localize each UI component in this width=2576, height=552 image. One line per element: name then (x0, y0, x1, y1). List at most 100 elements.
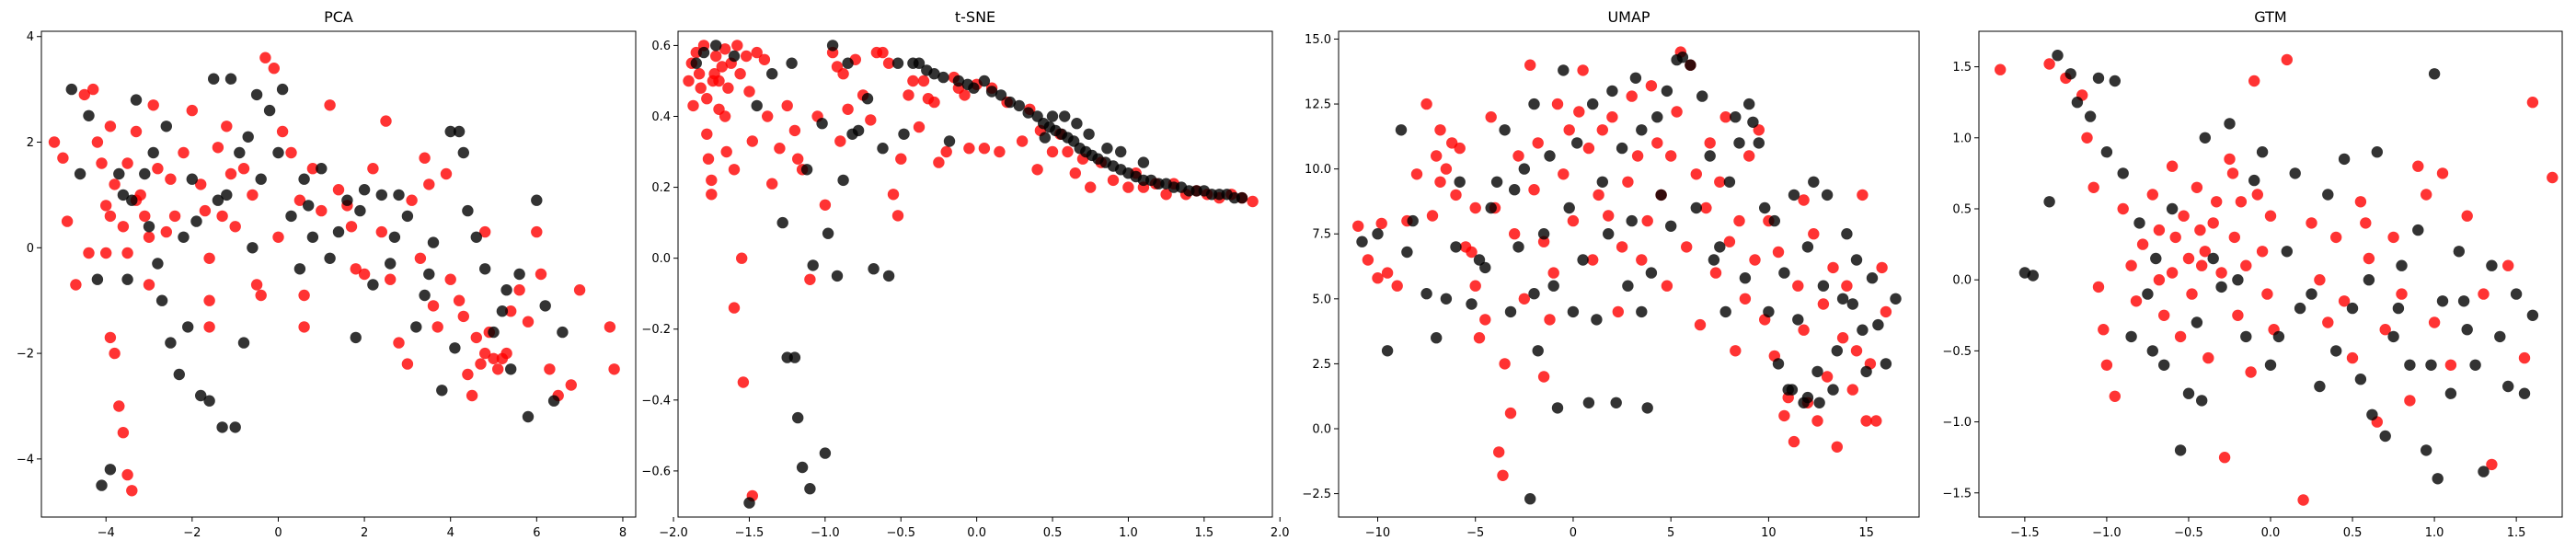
data-point (250, 88, 263, 101)
data-point (891, 57, 904, 69)
data-point (1690, 201, 1703, 214)
y-tick-label: 0.0 (1312, 423, 1331, 437)
data-point (2109, 75, 2121, 87)
data-point (804, 483, 816, 495)
data-point (710, 40, 722, 52)
data-point (2087, 181, 2099, 193)
data-point (1582, 397, 1595, 408)
data-point (882, 270, 895, 282)
data-point (1544, 150, 1556, 162)
data-point (2547, 171, 2559, 184)
data-point (1749, 254, 1761, 266)
data-point (306, 163, 319, 175)
data-point (2436, 167, 2449, 179)
data-point (345, 221, 358, 233)
data-point (1431, 332, 1443, 344)
data-point (1866, 272, 1879, 284)
data-point (2158, 309, 2170, 321)
data-point (479, 225, 491, 238)
data-point (1995, 63, 2007, 75)
data-point (449, 342, 461, 354)
data-point (165, 173, 177, 185)
data-point (2366, 408, 2378, 420)
data-point (1827, 384, 1839, 396)
data-point (186, 104, 198, 117)
data-point (2412, 224, 2424, 236)
data-point (1528, 98, 1540, 110)
data-point (1485, 201, 1497, 214)
data-point (332, 184, 345, 196)
data-point (1440, 163, 1453, 175)
data-point (2166, 202, 2179, 215)
data-point (298, 321, 310, 333)
data-point (573, 284, 586, 296)
data-point (1739, 293, 1752, 305)
data-point (1603, 210, 1615, 222)
scatter-series-0 (1352, 46, 1892, 481)
data-point (74, 167, 86, 180)
data-point (513, 268, 525, 281)
data-point (2153, 224, 2166, 236)
data-point (100, 200, 112, 212)
data-point (2136, 238, 2149, 250)
data-point (173, 368, 185, 381)
data-point (1434, 176, 1446, 188)
data-point (1509, 228, 1521, 240)
data-point (324, 99, 336, 111)
scatter-series-0 (683, 40, 1259, 502)
x-tick-label: 15 (1858, 526, 1874, 540)
data-point (1655, 189, 1667, 201)
data-point (522, 316, 535, 328)
data-point (994, 145, 1006, 158)
data-point (1532, 345, 1544, 357)
data-point (1709, 267, 1722, 279)
data-point (1518, 293, 1531, 305)
data-point (1497, 469, 1509, 481)
data-point (2211, 196, 2223, 208)
data-point (1031, 164, 1043, 176)
data-point (113, 400, 125, 412)
data-point (470, 331, 482, 344)
data-point (2146, 189, 2158, 201)
data-point (2224, 118, 2236, 130)
data-point (1772, 358, 1785, 370)
data-point (1610, 397, 1622, 408)
data-point (2330, 345, 2342, 357)
data-point (978, 75, 991, 87)
data-point (719, 43, 731, 55)
data-point (324, 252, 336, 264)
data-point (831, 270, 844, 282)
data-point (2109, 390, 2121, 402)
data-point (2100, 146, 2113, 158)
data-point (2421, 189, 2432, 201)
data-point (2153, 274, 2166, 286)
data-point (1622, 280, 1634, 292)
data-point (130, 94, 143, 106)
data-point (152, 258, 164, 270)
data-point (354, 204, 366, 217)
data-point (1479, 261, 1491, 274)
data-point (2256, 246, 2269, 258)
x-tick-label: 4 (447, 526, 454, 540)
data-point (861, 93, 874, 105)
data-point (496, 305, 509, 317)
data-point (865, 114, 877, 126)
data-point (1694, 318, 1707, 331)
data-point (263, 104, 276, 117)
data-point (1626, 90, 1638, 102)
data-point (2502, 380, 2514, 393)
data-point (1665, 220, 1677, 232)
data-point (1817, 280, 1830, 292)
x-tick-label: 1.0 (2425, 526, 2444, 540)
data-point (423, 268, 435, 281)
data-point (96, 157, 108, 169)
data-point (1841, 280, 1853, 292)
chart-title: PCA (324, 8, 353, 26)
data-point (1479, 314, 1491, 326)
data-point (1083, 128, 1095, 140)
data-point (419, 289, 431, 302)
data-point (2404, 395, 2416, 407)
data-point (104, 210, 117, 223)
data-point (565, 379, 577, 391)
data-point (710, 50, 722, 63)
